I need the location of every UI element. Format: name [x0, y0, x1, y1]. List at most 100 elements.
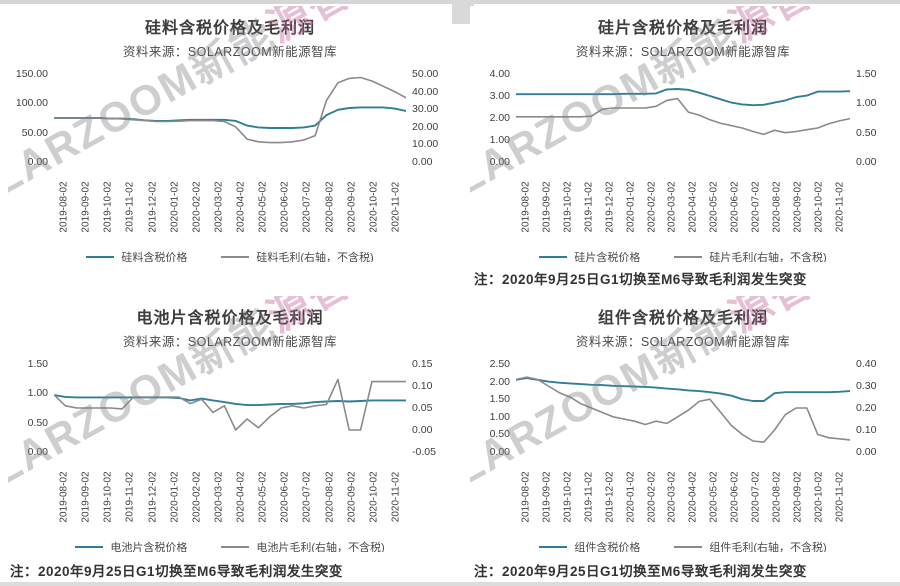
x-axis-tick-label: 2020-02-02 — [191, 471, 203, 523]
x-axis-tick-label: 2020-11-02 — [390, 471, 402, 523]
legend-label: 硅片毛利(右轴，不含税) — [709, 252, 827, 262]
module-note: 注：2020年9月25日G1切换至M6导致毛利润发生突变 — [474, 564, 807, 579]
x-axis-tick: 2019-11-02 — [120, 461, 140, 533]
axis-tick-label: 0.00 — [489, 156, 510, 168]
legend-item-margin: 硅料毛利(右轴，不含税) — [221, 249, 374, 262]
x-axis-tick: 2019-08-02 — [516, 171, 536, 243]
series-line — [516, 99, 850, 135]
x-axis-tick: 2019-10-02 — [98, 461, 118, 533]
x-axis-tick: 2020-04-02 — [683, 461, 703, 533]
x-axis-tick: 2020-10-02 — [809, 171, 829, 243]
left-axis-ticks: 4.00 3.00 2.00 1.00 0.00 — [470, 68, 516, 168]
x-axis-tick: 2020-06-02 — [275, 461, 295, 533]
x-axis-tick-label: 2019-12-02 — [604, 181, 616, 233]
x-axis-tick: 2019-10-02 — [98, 171, 118, 243]
x-axis-tick: 2020-03-02 — [209, 461, 229, 533]
chart-subtitle: 资料来源：SOLARZOOM新能源智库 — [122, 335, 338, 349]
axis-tick-label: 100.00 — [15, 97, 48, 110]
page-top-border — [0, 0, 900, 4]
x-axis-tick: 2019-11-02 — [579, 171, 599, 243]
left-axis-ticks: 150.00 100.00 50.00 0.00 — [8, 69, 54, 167]
axis-tick-label: 0.00 — [412, 155, 433, 168]
left-axis-ticks: 1.50 1.00 0.50 0.00 — [8, 359, 54, 457]
x-axis-tick: 2020-04-02 — [231, 171, 251, 243]
x-axis-tick-label: 2020-03-02 — [666, 181, 678, 233]
x-axis-tick: 2020-09-02 — [342, 171, 362, 243]
x-axis-tick: 2020-11-02 — [830, 461, 850, 533]
series-line — [516, 377, 850, 442]
axis-tick-label: 10.00 — [412, 138, 439, 151]
line-plot — [54, 74, 406, 162]
axis-tick-label: 50.00 — [412, 68, 439, 80]
right-axis-ticks: 50.00 40.00 30.00 20.00 10.00 0.00 — [406, 69, 452, 167]
x-axis-tick-label: 2020-06-02 — [279, 181, 291, 233]
x-axis-tick-label: 2020-10-02 — [813, 181, 825, 233]
x-axis-tick-label: 2020-02-02 — [191, 181, 203, 233]
x-axis-tick: 2020-09-02 — [788, 461, 808, 533]
x-axis-tick-label: 2020-11-02 — [390, 181, 402, 233]
axis-tick-label: 40.00 — [412, 85, 439, 98]
line-plot — [516, 74, 850, 162]
x-axis-tick-label: 2019-12-02 — [147, 471, 158, 523]
x-axis-tick-label: 2019-08-02 — [58, 181, 70, 233]
x-axis-tick-label: 2020-04-02 — [235, 471, 247, 523]
legend: 硅料含税价格 硅料毛利(右轴，不含税) — [8, 249, 452, 262]
x-axis-tick-label: 2020-06-02 — [729, 181, 741, 233]
axis-tick-label: 0.50 — [489, 428, 510, 441]
chart-title: 组件含税价格及毛利润 — [597, 310, 768, 327]
x-axis-tick-label: 2020-10-02 — [813, 471, 825, 523]
chart-subtitle: 资料来源：SOLARZOOM新能源智库 — [122, 45, 338, 59]
legend-line-icon — [221, 256, 250, 258]
x-axis-tick-label: 2020-10-02 — [368, 471, 380, 523]
x-axis-tick: 2020-05-02 — [704, 171, 724, 243]
x-axis-tick: 2020-05-02 — [253, 171, 273, 243]
legend-label: 电池片毛利(右轴，不含税) — [256, 542, 385, 552]
axis-tick-label: 4.00 — [489, 68, 510, 80]
x-axis-tick: 2020-03-02 — [662, 461, 682, 533]
x-axis-tick: 2020-01-02 — [165, 461, 185, 533]
axis-tick-label: 0.50 — [27, 416, 48, 429]
x-axis-tick-label: 2019-11-02 — [124, 471, 136, 523]
x-axis-tick: 2020-11-02 — [830, 171, 850, 243]
x-axis-tick: 2019-10-02 — [558, 461, 578, 533]
x-axis-tick: 2019-08-02 — [54, 171, 74, 243]
x-axis-tick: 2020-04-02 — [683, 171, 703, 243]
chart-panel-silicon-wafer: SOLARZOOM新能源智库 硅片含税价格及毛利润 资料来源：SOLARZOOM… — [470, 6, 896, 262]
x-axis-tick: 2019-09-02 — [537, 461, 557, 533]
x-axis-tick: 2020-02-02 — [187, 171, 207, 243]
x-axis-tick-label: 2020-04-02 — [687, 181, 699, 233]
x-axis-tick: 2020-11-02 — [386, 171, 406, 243]
chart-title: 硅片含税价格及毛利润 — [597, 20, 768, 37]
x-axis-labels: 2019-08-02 2019-09-02 2019-10-02 2019-11-02… — [54, 171, 406, 243]
x-axis-tick-label: 2020-05-02 — [708, 471, 720, 523]
x-axis-tick: 2020-07-02 — [746, 461, 766, 533]
x-axis-tick: 2020-07-02 — [297, 461, 317, 533]
x-axis-tick: 2019-09-02 — [76, 461, 96, 533]
wafer-note: 注：2020年9月25日G1切换至M6导致毛利润发生突变 — [474, 272, 807, 287]
chart-panel-module: SOLARZOOM新能源智库 组件含税价格及毛利润 资料来源：SOLARZOOM… — [470, 296, 896, 552]
x-axis-tick: 2019-08-02 — [54, 461, 74, 533]
x-axis-tick-label: 2020-10-02 — [368, 181, 380, 233]
x-axis-tick-label: 2020-07-02 — [750, 181, 762, 233]
x-axis-tick-label: 2019-08-02 — [520, 181, 532, 233]
x-axis-tick-label: 2020-03-02 — [666, 471, 678, 523]
legend-line-icon — [221, 546, 250, 548]
x-axis-tick-label: 2019-11-02 — [583, 181, 595, 233]
axis-tick-label: 0.00 — [489, 445, 510, 458]
legend-line-icon — [75, 546, 104, 548]
x-axis-tick: 2019-09-02 — [537, 171, 557, 243]
right-axis-ticks: 1.50 1.00 0.50 0.00 — [850, 69, 896, 167]
x-axis-tick: 2020-05-02 — [704, 461, 724, 533]
x-axis-tick: 2020-09-02 — [342, 461, 362, 533]
page-bottom-border — [0, 582, 900, 586]
x-axis-tick-label: 2020-09-02 — [346, 181, 358, 233]
x-axis-tick-label: 2019-09-02 — [541, 471, 553, 523]
axis-tick-label: 0.00 — [27, 445, 48, 458]
right-axis-ticks: 0.15 0.10 0.05 0.00 -0.05 — [406, 359, 452, 458]
x-axis-tick-label: 2019-11-02 — [583, 471, 595, 523]
axis-tick-label: 1.00 — [856, 97, 877, 110]
x-axis-tick-label: 2020-08-02 — [324, 471, 335, 523]
x-axis-tick: 2020-01-02 — [621, 171, 641, 243]
axis-tick-label: 150.00 — [15, 68, 48, 80]
